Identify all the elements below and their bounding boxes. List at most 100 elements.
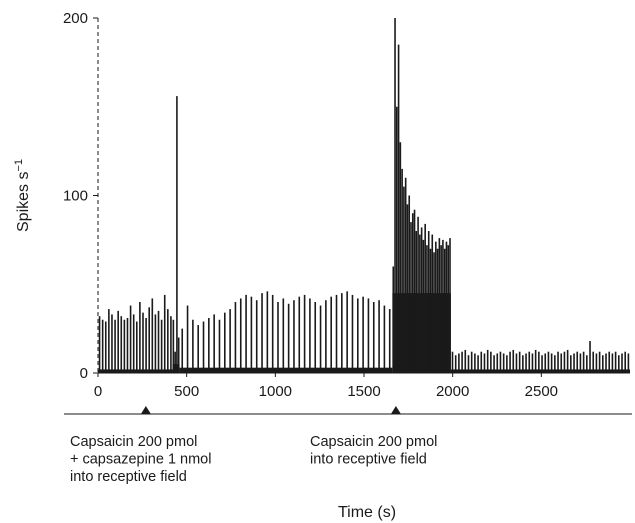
bar [151, 298, 154, 373]
bar [433, 252, 435, 373]
bar [547, 351, 550, 373]
bar [101, 319, 104, 373]
bar [541, 355, 543, 373]
bar [576, 351, 579, 373]
bar [174, 351, 176, 373]
bar [245, 294, 247, 373]
bar [454, 355, 457, 373]
bar [426, 245, 428, 373]
bar [234, 302, 237, 373]
bar [325, 300, 327, 373]
bar [557, 351, 559, 373]
bar [470, 351, 473, 373]
bar [464, 349, 467, 373]
bar [408, 195, 411, 373]
bar [624, 351, 627, 373]
bar [424, 223, 426, 373]
bar [202, 321, 205, 373]
bar [420, 227, 423, 373]
bar [148, 307, 151, 373]
bar [145, 317, 147, 373]
bar [627, 353, 630, 373]
bar [293, 300, 295, 373]
bar [589, 341, 591, 373]
bar [120, 316, 123, 373]
bar [261, 293, 263, 373]
bar [223, 312, 226, 373]
bar [346, 291, 348, 373]
bar [399, 142, 402, 373]
bar [406, 204, 409, 373]
bar [104, 321, 107, 373]
bar [266, 291, 269, 373]
y-tick-label: 100 [63, 188, 88, 205]
bar [172, 319, 175, 373]
x-tick-label: 2000 [436, 383, 469, 400]
bar [417, 216, 419, 373]
bar [362, 296, 364, 373]
bar [422, 239, 425, 373]
bar [483, 353, 486, 373]
x-tick-label: 2500 [525, 383, 558, 400]
bar [413, 209, 416, 373]
bar [621, 353, 623, 373]
bar [372, 302, 375, 373]
bar [309, 298, 311, 373]
bar [160, 319, 163, 373]
bar [570, 355, 572, 373]
bar [378, 300, 380, 373]
bar [512, 349, 515, 373]
bar [563, 351, 566, 373]
bar [271, 294, 274, 373]
bar [335, 294, 338, 373]
bar [442, 239, 444, 373]
bar [440, 245, 442, 373]
bar [474, 353, 476, 373]
bar [397, 44, 400, 373]
stimulus-marker-icon [390, 406, 401, 414]
axis-ticks: 0 500 1000 1500 2000 2500 0 100 200 [63, 10, 558, 400]
bar [445, 241, 448, 373]
bar [392, 266, 395, 373]
bar [163, 294, 166, 373]
bar [123, 319, 126, 373]
x-tick-label: 1000 [259, 383, 292, 400]
bar [383, 305, 386, 373]
stimulus-label: into receptive field [70, 469, 187, 485]
bar [177, 337, 180, 373]
bar [303, 294, 306, 373]
bar [447, 245, 450, 373]
bar [98, 316, 101, 373]
bar [477, 355, 479, 373]
bar [142, 312, 144, 373]
bar [330, 296, 332, 373]
bar [531, 353, 534, 373]
bar [314, 302, 317, 373]
bar [451, 351, 454, 373]
bar [550, 353, 553, 373]
bar [592, 351, 595, 373]
bar [388, 309, 391, 373]
bar [396, 106, 398, 373]
bar [449, 238, 451, 373]
stimulus-marker-icon [140, 406, 151, 414]
bar [401, 168, 403, 373]
bar [518, 351, 521, 373]
stimulus-label: Capsaicin 200 pmol [70, 434, 197, 450]
bar [522, 355, 524, 373]
bar [431, 234, 434, 373]
bar [436, 248, 439, 373]
bar [595, 353, 598, 373]
bar [480, 351, 483, 373]
bar [486, 349, 489, 373]
bar [218, 319, 221, 373]
bar [582, 351, 585, 373]
bar [534, 349, 537, 373]
bar [467, 355, 470, 373]
bar [554, 355, 556, 373]
bar [287, 303, 290, 373]
bar [515, 353, 518, 373]
bar [255, 300, 258, 373]
bar [528, 351, 531, 373]
